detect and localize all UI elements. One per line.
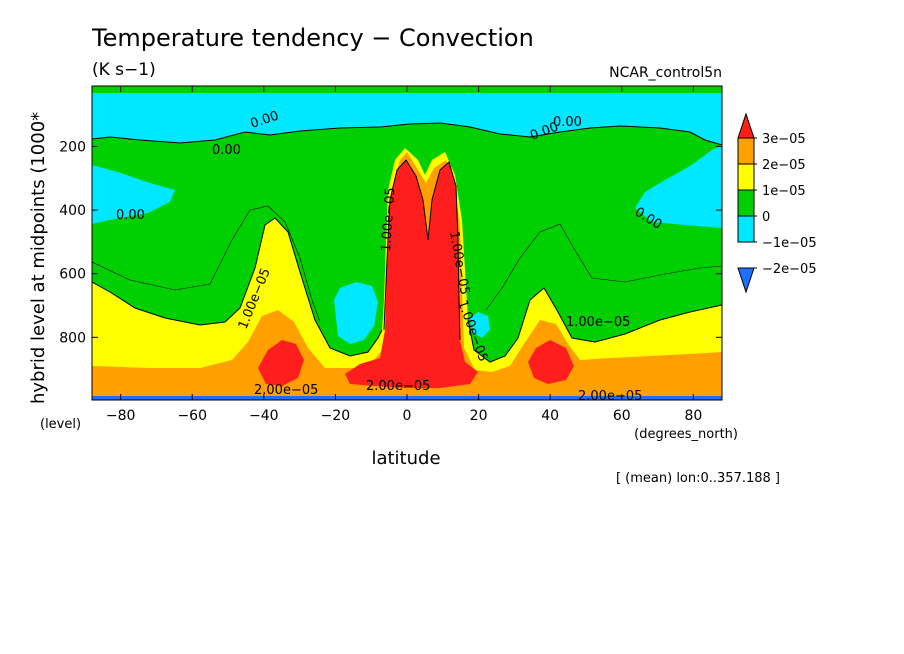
contour-label: 2.00e−05	[578, 389, 642, 404]
fill-red-center-column	[345, 160, 478, 388]
fill-cyan-center-left-patch	[334, 282, 378, 344]
x-tick-label: 60	[613, 408, 631, 424]
x-tick-label: 0	[403, 408, 412, 424]
legend-label: 0	[762, 210, 770, 225]
footnote: [ (mean) lon:0..357.188 ]	[616, 471, 780, 486]
fill-cyan-right-patch	[635, 145, 722, 228]
legend-swatch-top-arrow	[737, 112, 755, 139]
x-axis: −80 −60 −40 −20 0 20 40 60 80	[106, 86, 702, 424]
contour-label: 0.00	[116, 208, 145, 223]
plot-area: 0.00 0.00 0.00 0.00 0.00 0.00 1.00e−05 1…	[92, 86, 722, 404]
fill-cyan-left-patch	[92, 165, 175, 224]
legend-swatch	[737, 189, 755, 217]
contour-label: 1.00e−05	[379, 187, 398, 252]
x-unit-label: (degrees_north)	[634, 427, 738, 442]
x-tick-label: −20	[321, 408, 351, 424]
contour-label: 0.00	[212, 143, 241, 158]
contour-label: 2.00e−05	[254, 383, 318, 398]
legend-swatch	[737, 215, 755, 243]
legend-swatch-bottom-arrow	[737, 267, 755, 294]
x-tick-label: 40	[541, 408, 559, 424]
x-tick-label: −80	[106, 408, 136, 424]
x-tick-label: −40	[249, 408, 279, 424]
legend: 3e−05 2e−05 1e−05 0 −1e−05 −2e−05	[737, 112, 817, 294]
x-tick-label: 80	[684, 408, 702, 424]
contour-line-red-outline	[383, 159, 461, 341]
contour-label: 1.00e−05	[566, 315, 630, 330]
y-tick-label: 400	[59, 203, 86, 219]
y-tick-label: 600	[59, 267, 86, 283]
legend-label: 3e−05	[762, 132, 806, 147]
y-tick-label: 200	[59, 139, 86, 155]
legend-swatch	[737, 137, 755, 165]
fill-cyan-center-right-patch	[470, 312, 490, 338]
legend-swatch	[737, 163, 755, 191]
legend-label: −1e−05	[762, 236, 817, 251]
contour-line-zero-upper	[92, 122, 722, 146]
legend-label: −2e−05	[762, 262, 817, 277]
fill-red-right-cell	[528, 340, 574, 384]
legend-label: 2e−05	[762, 158, 806, 173]
y-axis-label: hybrid level at midpoints (1000*	[28, 112, 49, 404]
x-tick-label: 20	[470, 408, 488, 424]
contour-lines	[92, 122, 722, 363]
contour-line-faint-right	[485, 223, 722, 311]
y-tick-label: 800	[59, 330, 86, 346]
contour-label: 2.00e−05	[366, 379, 430, 394]
run-label: NCAR_control5n	[609, 65, 722, 81]
contour-line-1e05-left	[92, 217, 383, 357]
contour-label: 0.00	[553, 115, 582, 130]
fill-red-left-cell	[258, 340, 304, 386]
y-unit-label: (level)	[40, 417, 81, 432]
x-axis-label: latitude	[371, 448, 440, 469]
y-axis: 200 400 600 800	[59, 139, 722, 346]
fill-cyan-upper-band	[92, 93, 722, 145]
contour-line-faint-left	[92, 205, 321, 323]
chart-units: (K s−1)	[92, 60, 156, 80]
chart-title: Temperature tendency − Convection	[91, 24, 534, 52]
contour-line-1e05-right	[467, 287, 722, 363]
x-tick-label: −60	[177, 408, 207, 424]
legend-label: 1e−05	[762, 184, 806, 199]
